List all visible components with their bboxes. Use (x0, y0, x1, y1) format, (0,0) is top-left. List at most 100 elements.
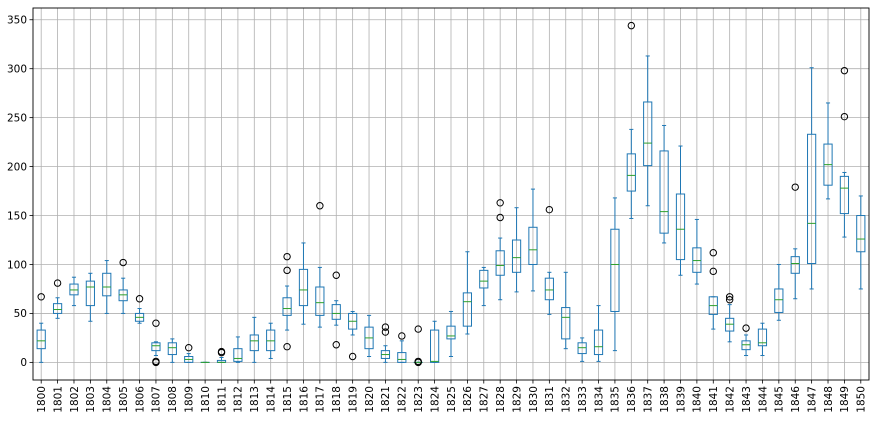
x-tick-label: 1808 (167, 386, 179, 413)
outlier-point (316, 202, 324, 210)
y-tick-label: 100 (7, 259, 27, 271)
iqr-box (331, 304, 341, 320)
box-1850 (856, 195, 866, 290)
iqr-box (102, 272, 112, 297)
x-tick-label: 1809 (184, 386, 196, 413)
x-tick-label: 1821 (380, 386, 392, 413)
x-tick-label: 1800 (36, 386, 48, 413)
outlier-point (381, 323, 390, 331)
box-1830 (528, 188, 538, 292)
x-tick-label: 1817 (315, 386, 327, 413)
outlier-point (840, 66, 849, 75)
box-1803 (85, 272, 95, 322)
outlier-point (152, 357, 160, 366)
x-tick-label: 1846 (790, 386, 802, 413)
box-1805 (118, 258, 128, 314)
iqr-box (167, 342, 177, 356)
x-tick-label: 1839 (675, 386, 687, 413)
x-tick-label: 1827 (479, 386, 491, 413)
iqr-box (151, 342, 161, 352)
box-1831 (544, 205, 554, 315)
x-tick-label: 1829 (511, 386, 523, 413)
outlier-point (709, 249, 717, 257)
iqr-box (462, 292, 472, 327)
x-tick-label: 1815 (282, 386, 294, 413)
iqr-box (52, 303, 63, 314)
box-1823 (413, 325, 423, 367)
outlier-point (627, 21, 636, 30)
box-1826 (462, 251, 472, 335)
outlier-point (414, 325, 422, 333)
x-tick-label: 1848 (823, 386, 835, 413)
iqr-box (561, 307, 571, 340)
iqr-box (626, 153, 636, 192)
x-tick-label: 1824 (429, 386, 441, 413)
x-tick-label: 1813 (249, 386, 261, 413)
outlier-point (496, 213, 504, 222)
box-1820 (364, 314, 374, 358)
x-tick-label: 1803 (85, 386, 97, 413)
x-tick-label: 1838 (659, 386, 671, 413)
iqr-box (315, 286, 325, 316)
y-tick-label: 200 (7, 161, 27, 173)
iqr-box (659, 150, 669, 234)
box-1818 (331, 271, 341, 349)
y-tick-label: 300 (7, 63, 27, 75)
box-1816 (298, 242, 309, 325)
box-1815 (282, 252, 292, 351)
iqr-box (757, 328, 768, 347)
box-1842 (725, 293, 735, 343)
box-1837 (643, 55, 653, 207)
outlier-point (283, 252, 291, 261)
x-tick-label: 1814 (265, 386, 277, 413)
x-tick-label: 1822 (397, 386, 409, 413)
outlier-point (545, 205, 554, 214)
x-tick-label: 1843 (741, 386, 753, 413)
x-tick-label: 1830 (528, 386, 540, 413)
iqr-box (397, 352, 407, 363)
x-tick-label: 1842 (724, 386, 736, 413)
box-1839 (675, 145, 686, 276)
outlier-point (53, 279, 62, 287)
x-tick-label: 1825 (446, 386, 458, 413)
box-1843 (741, 324, 751, 357)
outlier-point (725, 293, 734, 301)
x-tick-label: 1819 (347, 386, 359, 413)
box-1828 (495, 199, 505, 301)
x-tick-label: 1847 (806, 386, 818, 413)
iqr-box (856, 215, 866, 253)
box-1849 (839, 66, 850, 238)
y-tick-label: 350 (7, 15, 27, 27)
iqr-box (430, 329, 440, 363)
box-1847 (807, 67, 817, 290)
outlier-point (283, 343, 291, 351)
y-axis: 0 50 100 150 200 250 300 350 (7, 15, 33, 369)
iqr-box (511, 239, 522, 273)
box-1802 (69, 276, 79, 307)
y-tick-label: 150 (7, 210, 27, 222)
box-1845 (774, 263, 784, 321)
iqr-box (36, 329, 46, 350)
iqr-box (610, 228, 620, 312)
box-1806 (134, 295, 145, 324)
box-1808 (167, 338, 177, 363)
outlier-point (398, 332, 406, 340)
x-tick-label: 1816 (298, 386, 310, 413)
x-axis: 1800 1801 1802 1803 1804 1805 1806 1807 1808 1809… (36, 380, 868, 413)
box-1832 (561, 271, 571, 350)
iqr-box (249, 334, 259, 352)
outlier-point (496, 199, 504, 207)
outlier-point (283, 266, 291, 275)
outlier-point (742, 324, 750, 332)
box-1829 (511, 207, 522, 293)
x-tick-label: 1806 (134, 386, 146, 413)
outlier-point (791, 183, 799, 191)
iqr-box (839, 175, 850, 215)
y-tick-label: 0 (20, 357, 27, 369)
outlier-point (185, 343, 193, 352)
iqr-box (675, 193, 686, 261)
box-1814 (266, 322, 276, 359)
x-tick-label: 1832 (561, 386, 573, 413)
outlier-point (332, 341, 340, 349)
